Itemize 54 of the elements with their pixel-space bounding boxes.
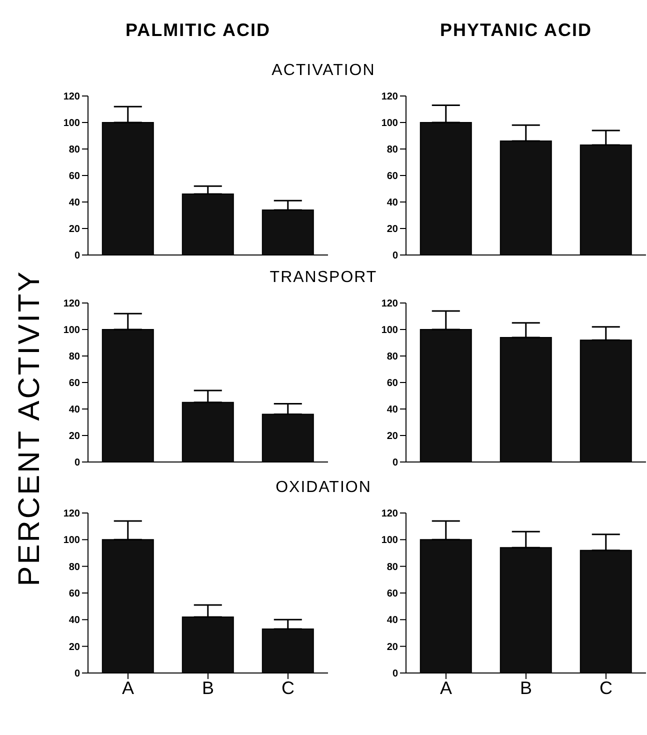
y-tick-label: 0 <box>74 668 80 680</box>
y-tick-label: 80 <box>68 352 80 363</box>
chart-subtitle: OXIDATION <box>276 479 372 496</box>
y-axis-title: PERCENT ACTIVITY <box>13 270 47 586</box>
y-tick-label: 60 <box>386 171 398 182</box>
y-tick-label: 120 <box>381 508 398 520</box>
chart-subtitle: ACTIVATION <box>270 62 376 80</box>
y-tick-label: 20 <box>386 642 398 653</box>
y-tick-label: 100 <box>63 535 80 546</box>
chart-subtitle: TRANSPORT <box>270 269 378 286</box>
y-tick-label: 80 <box>68 562 80 573</box>
y-tick-label: 80 <box>386 144 398 156</box>
x-tick-label: A <box>440 678 452 698</box>
y-tick-label: 120 <box>381 92 398 103</box>
y-tick-label: 60 <box>68 588 80 600</box>
y-tick-label: 20 <box>68 431 80 442</box>
y-tick-label: 60 <box>386 378 398 390</box>
chart-title: PHYTANIC ACID <box>439 20 593 41</box>
y-tick-label: 60 <box>68 171 80 182</box>
y-tick-label: 20 <box>386 431 398 442</box>
chart-title: PALMITIC ACID <box>124 20 272 41</box>
y-tick-label: 120 <box>381 298 398 310</box>
y-tick-label: 0 <box>392 458 398 469</box>
y-tick-label: 60 <box>386 588 398 600</box>
y-tick-label: 0 <box>392 668 398 680</box>
y-tick-label: 40 <box>68 615 80 626</box>
y-tick-label: 120 <box>63 508 80 520</box>
y-tick-label: 100 <box>63 325 80 336</box>
x-tick-label: C <box>282 678 294 698</box>
y-tick-label: 40 <box>68 198 80 209</box>
y-tick-label: 40 <box>386 404 398 416</box>
y-tick-label: 40 <box>386 615 398 626</box>
y-tick-label: 100 <box>381 535 398 546</box>
y-tick-label: 40 <box>68 404 80 416</box>
y-tick-label: 0 <box>74 250 80 262</box>
y-tick-label: 100 <box>381 118 398 130</box>
y-tick-label: 80 <box>386 562 398 573</box>
x-tick-label: B <box>202 678 214 698</box>
y-tick-label: 0 <box>392 250 398 262</box>
y-tick-label: 20 <box>68 224 80 236</box>
x-tick-label: A <box>122 678 134 698</box>
y-tick-label: 60 <box>68 378 80 390</box>
y-tick-label: 120 <box>63 92 80 103</box>
y-tick-label: 100 <box>63 118 80 130</box>
y-tick-label: 120 <box>63 298 80 310</box>
y-tick-label: 100 <box>381 325 398 336</box>
y-tick-label: 80 <box>68 144 80 156</box>
y-tick-label: 20 <box>68 642 80 653</box>
x-tick-label: B <box>520 678 532 698</box>
y-tick-label: 40 <box>386 198 398 209</box>
x-tick-label: C <box>600 678 612 698</box>
y-tick-label: 80 <box>386 352 398 363</box>
y-tick-label: 0 <box>74 458 80 469</box>
y-tick-label: 20 <box>386 224 398 236</box>
